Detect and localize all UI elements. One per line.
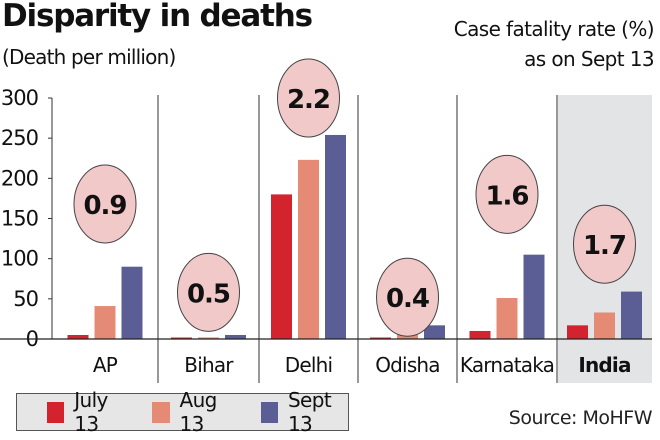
bar-ap-aug-13 xyxy=(94,306,116,339)
bar-bihar-sept-13 xyxy=(225,334,246,339)
legend-item-july: July 13 xyxy=(47,388,126,436)
bar-india-july-13 xyxy=(567,325,588,339)
legend-label-aug: Aug 13 xyxy=(179,388,218,436)
bar-delhi-july-13 xyxy=(271,194,292,339)
legend: July 13 Aug 13 Sept 13 xyxy=(16,388,349,436)
bar-india-sept-13 xyxy=(621,291,642,339)
cfr-bubble xyxy=(376,257,439,337)
bar-karnataka-sept-13 xyxy=(523,254,545,339)
legend-item-sept: Sept 13 xyxy=(260,388,348,436)
legend-swatch-july xyxy=(47,401,65,423)
legend-item-aug: Aug 13 xyxy=(152,388,234,436)
y-tick-label: 50 xyxy=(13,287,38,311)
chart-title: Disparity in deaths xyxy=(2,0,313,34)
bar-ap-july-13 xyxy=(67,334,89,339)
cfr-value-label: 0.5 xyxy=(187,279,230,309)
x-category-label: Odisha xyxy=(375,353,440,377)
y-tick-label: 100 xyxy=(1,247,38,271)
y-axis-unit-label: (Death per million) xyxy=(2,45,176,69)
x-category-label: AP xyxy=(93,353,118,377)
bar-delhi-sept-13 xyxy=(325,134,346,339)
legend-label-july: July 13 xyxy=(74,388,108,436)
cfr-value-label: 1.7 xyxy=(583,231,626,261)
bar-odisha-july-13 xyxy=(370,337,391,339)
bar-karnataka-aug-13 xyxy=(496,298,518,339)
bar-ap-sept-13 xyxy=(121,266,143,339)
cfr-value-label: 2.2 xyxy=(287,85,330,115)
x-category-label: Karnataka xyxy=(460,353,554,377)
x-category-label: Bihar xyxy=(184,353,234,377)
cfr-bubble xyxy=(573,204,636,284)
bar-bihar-july-13 xyxy=(171,337,192,339)
cfr-bubble xyxy=(475,154,539,234)
legend-label-sept: Sept 13 xyxy=(287,388,332,436)
legend-swatch-aug xyxy=(152,401,170,423)
x-category-label: Delhi xyxy=(285,353,333,377)
cfr-bubble xyxy=(177,252,240,332)
source-note: Source: MoHFW xyxy=(508,407,653,429)
bar-india-aug-13 xyxy=(594,312,615,339)
cfr-bubble xyxy=(277,58,340,138)
cfr-note-line2: as on Sept 13 xyxy=(524,47,654,71)
cfr-value-label: 0.4 xyxy=(386,284,429,314)
bar-odisha-aug-13 xyxy=(397,334,418,339)
legend-swatch-sept xyxy=(260,401,278,423)
y-tick-label: 150 xyxy=(1,207,38,231)
bar-karnataka-july-13 xyxy=(469,330,491,339)
cfr-value-label: 1.6 xyxy=(485,181,528,211)
cfr-note: Case fatality rate (%) as on Sept 13 xyxy=(453,14,655,74)
cfr-value-label: 0.9 xyxy=(83,191,126,221)
y-tick-label: 250 xyxy=(1,126,38,150)
bar-odisha-sept-13 xyxy=(424,325,445,339)
cfr-note-line1: Case fatality rate (%) xyxy=(453,17,655,41)
cfr-bubble xyxy=(73,164,137,244)
bar-bihar-aug-13 xyxy=(198,337,219,339)
y-tick-label: 200 xyxy=(1,166,38,190)
x-category-label: India xyxy=(578,353,630,377)
y-tick-label: 300 xyxy=(1,86,38,110)
bar-delhi-aug-13 xyxy=(298,159,319,339)
